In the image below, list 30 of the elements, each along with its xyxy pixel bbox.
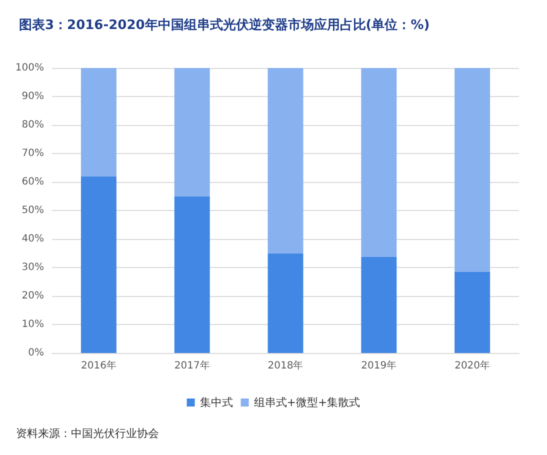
bar bbox=[174, 196, 210, 353]
legend-label: 组串式+微型+集散式 bbox=[254, 396, 360, 409]
bar bbox=[80, 176, 116, 353]
x-tick-label: 2017年 bbox=[174, 360, 210, 372]
bar bbox=[454, 272, 490, 353]
y-tick-label: 50% bbox=[22, 205, 44, 216]
bar bbox=[361, 256, 397, 353]
y-tick-label: 40% bbox=[22, 234, 44, 244]
y-tick-label: 90% bbox=[22, 91, 44, 102]
x-tick-label: 2020年 bbox=[454, 360, 490, 372]
y-tick-label: 10% bbox=[22, 319, 44, 330]
y-tick-label: 100% bbox=[15, 62, 44, 74]
bar bbox=[361, 68, 397, 257]
y-tick-label: 60% bbox=[22, 176, 44, 188]
y-tick-label: 80% bbox=[22, 120, 44, 130]
y-tick-label: 30% bbox=[22, 262, 44, 273]
y-tick-label: 0% bbox=[28, 348, 44, 358]
x-tick-label: 2018年 bbox=[268, 360, 304, 372]
x-tick-label: 2016年 bbox=[80, 360, 116, 372]
bar bbox=[268, 253, 304, 353]
bar bbox=[174, 68, 210, 196]
bar bbox=[80, 68, 116, 176]
chart-title: 图表3：2016-2020年中国组串式光伏逆变器市场应用占比(单位：%) bbox=[19, 17, 430, 33]
bar bbox=[454, 68, 490, 272]
y-tick-label: 70% bbox=[22, 148, 44, 159]
y-tick-label: 20% bbox=[22, 290, 44, 302]
x-tick-label: 2019年 bbox=[361, 360, 397, 372]
bar bbox=[268, 68, 304, 254]
legend-label: 集中式 bbox=[200, 396, 233, 409]
text: 资料来源：中国光伏行业协会 bbox=[16, 427, 159, 440]
